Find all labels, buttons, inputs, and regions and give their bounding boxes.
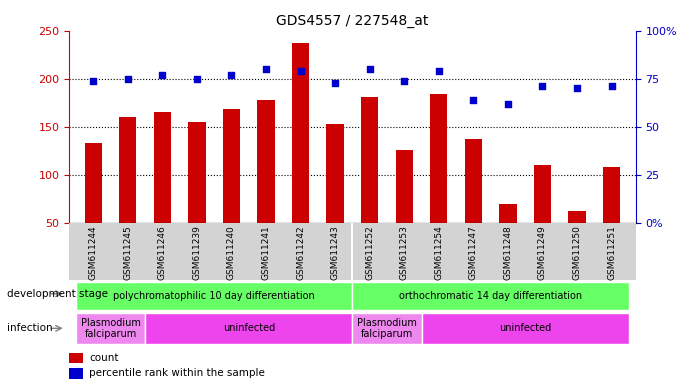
Point	[226, 72, 237, 78]
Point	[399, 78, 410, 84]
Text: GSM611251: GSM611251	[607, 225, 616, 280]
Point	[295, 68, 306, 74]
Point	[261, 66, 272, 72]
Text: GSM611243: GSM611243	[330, 225, 340, 280]
Text: GSM611253: GSM611253	[399, 225, 409, 280]
Bar	[153, 113, 171, 223]
Text: GSM611250: GSM611250	[572, 225, 582, 280]
Bar	[119, 117, 136, 223]
FancyBboxPatch shape	[352, 282, 629, 310]
Point	[157, 72, 168, 78]
Text: Plasmodium
falciparum: Plasmodium falciparum	[81, 318, 140, 339]
FancyBboxPatch shape	[76, 282, 352, 310]
Point	[606, 83, 617, 89]
Text: GSM611246: GSM611246	[158, 225, 167, 280]
Text: GSM611241: GSM611241	[261, 225, 271, 280]
Bar	[69, 368, 83, 379]
Point	[191, 76, 202, 82]
Text: GSM611248: GSM611248	[503, 225, 513, 280]
Point	[502, 101, 513, 107]
Text: orthochromatic 14 day differentiation: orthochromatic 14 day differentiation	[399, 291, 583, 301]
Text: polychromatophilic 10 day differentiation: polychromatophilic 10 day differentiatio…	[113, 291, 315, 301]
Text: infection: infection	[7, 323, 53, 333]
FancyBboxPatch shape	[76, 313, 145, 344]
Bar	[603, 167, 620, 223]
Bar	[361, 97, 378, 223]
Point	[88, 78, 99, 84]
Text: GSM611240: GSM611240	[227, 225, 236, 280]
Point	[433, 68, 444, 74]
Text: uninfected: uninfected	[499, 323, 551, 333]
Bar	[533, 165, 551, 223]
FancyBboxPatch shape	[145, 313, 352, 344]
Point	[330, 79, 341, 86]
Point	[537, 83, 548, 89]
Point	[122, 76, 133, 82]
Text: percentile rank within the sample: percentile rank within the sample	[89, 368, 265, 378]
Bar	[499, 204, 516, 223]
Text: GSM611254: GSM611254	[434, 225, 444, 280]
Point	[571, 85, 583, 91]
Text: GSM611252: GSM611252	[365, 225, 375, 280]
FancyBboxPatch shape	[422, 313, 629, 344]
Bar	[395, 150, 413, 223]
Bar	[188, 122, 205, 223]
Title: GDS4557 / 227548_at: GDS4557 / 227548_at	[276, 14, 428, 28]
Bar	[464, 139, 482, 223]
Point	[364, 66, 375, 72]
Bar	[257, 100, 274, 223]
Bar	[326, 124, 343, 223]
Text: GSM611244: GSM611244	[88, 225, 98, 280]
Bar	[568, 211, 585, 223]
FancyBboxPatch shape	[352, 313, 422, 344]
Bar	[292, 43, 309, 223]
Text: GSM611247: GSM611247	[468, 225, 478, 280]
Text: GSM611245: GSM611245	[123, 225, 133, 280]
Text: GSM611239: GSM611239	[192, 225, 202, 280]
Text: Plasmodium
falciparum: Plasmodium falciparum	[357, 318, 417, 339]
Bar	[223, 109, 240, 223]
Text: development stage: development stage	[7, 289, 108, 299]
Point	[468, 97, 479, 103]
Bar	[430, 94, 447, 223]
Text: GSM611242: GSM611242	[296, 225, 305, 280]
Text: GSM611249: GSM611249	[538, 225, 547, 280]
Text: count: count	[89, 353, 118, 363]
Bar	[69, 353, 83, 363]
Bar	[84, 143, 102, 223]
Text: uninfected: uninfected	[223, 323, 275, 333]
